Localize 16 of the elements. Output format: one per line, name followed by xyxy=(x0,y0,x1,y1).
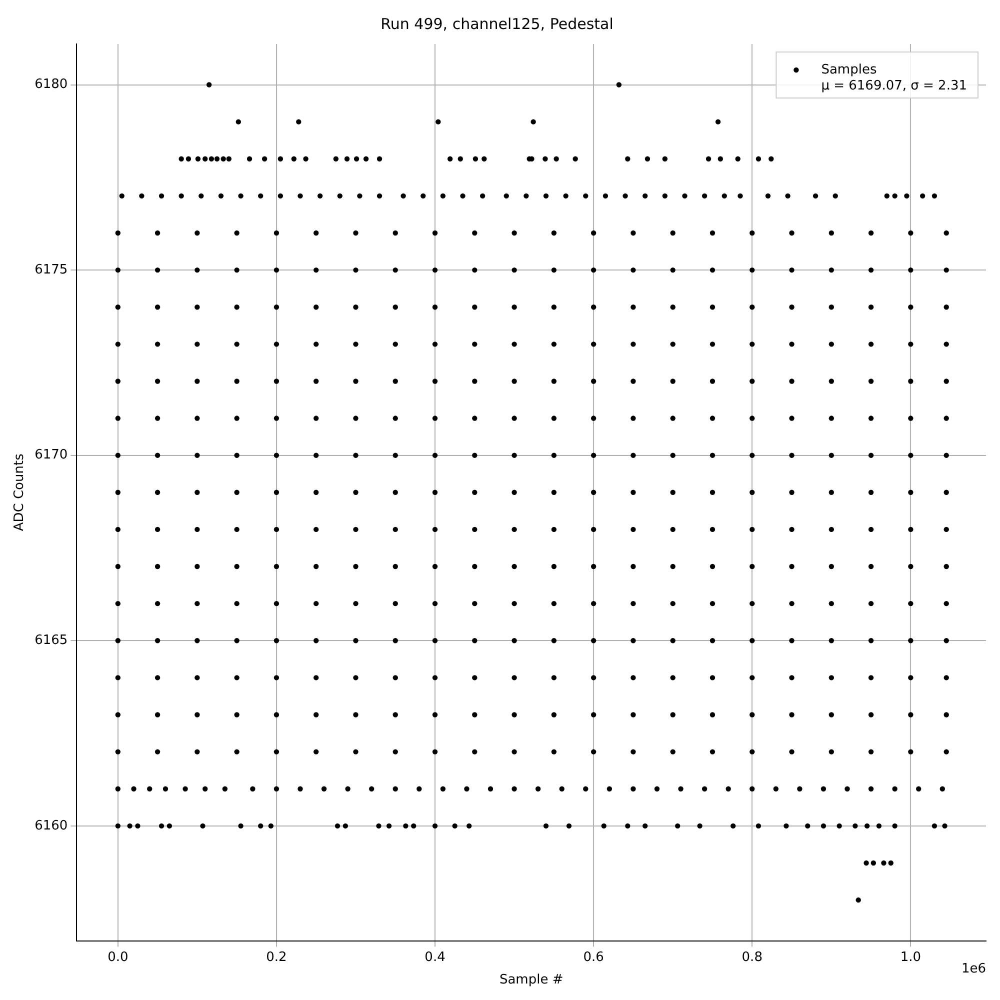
y-tick-label: 6175 xyxy=(34,262,68,278)
chart-title: Run 499, channel125, Pedestal xyxy=(380,14,614,33)
x-tick-label: 0.6 xyxy=(583,950,604,965)
x-tick-label: 0.8 xyxy=(742,950,762,965)
y-tick-label: 6170 xyxy=(34,448,68,463)
y-tick-label: 6165 xyxy=(34,633,68,648)
legend-label: Samples μ = 6169.07, σ = 2.31 xyxy=(821,62,968,94)
text: 1e6 xyxy=(961,962,986,977)
x-axis-title: Sample # xyxy=(499,972,564,988)
x-tick-label: 1.0 xyxy=(900,950,922,965)
y-tick-label: 6180 xyxy=(34,77,68,92)
x-tick-label: 0.2 xyxy=(266,950,287,965)
y-axis-title: ADC Counts xyxy=(12,453,28,532)
y-tick-label: 6160 xyxy=(34,818,68,834)
x-tick-label: 0.0 xyxy=(108,950,128,965)
x-tick-label: 0.4 xyxy=(424,950,446,965)
